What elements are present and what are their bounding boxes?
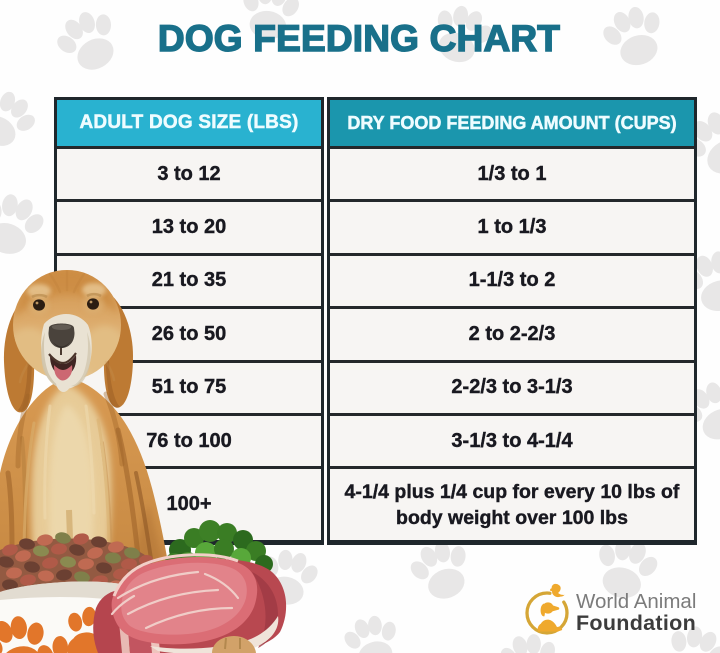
svg-text:World Animal: World Animal [576, 590, 696, 613]
svg-text:Foundation: Foundation [576, 611, 696, 635]
